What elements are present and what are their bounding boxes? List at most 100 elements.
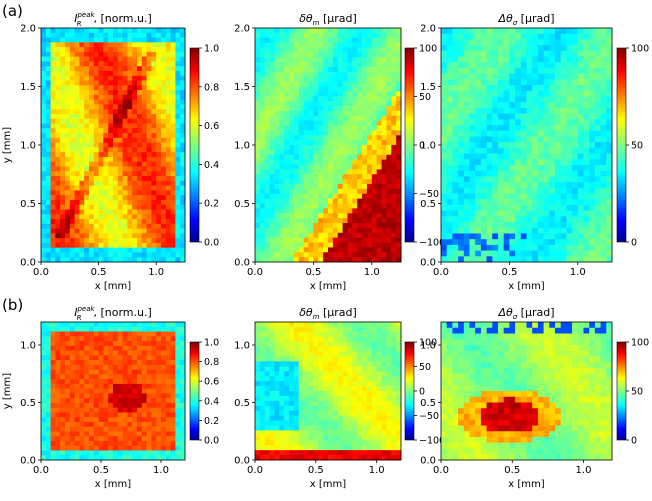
heatmap-cell [386,101,392,107]
heatmap-cell [50,209,56,215]
heatmap-cell [328,149,334,156]
heatmap-cell [127,374,133,380]
heatmap-cell [441,119,448,126]
heatmap-cell [65,128,71,134]
heatmap-cell [269,174,275,180]
heatmap-cell [480,250,487,257]
heatmap-cell [503,164,510,172]
heatmap-cell [151,161,157,167]
heatmap-cell [103,374,109,380]
heatmap-cell [475,119,482,126]
heatmap-cell [103,51,109,58]
heatmap-cell [537,39,544,46]
heatmap-cell [65,450,71,456]
heatmap-cell [446,119,453,126]
heatmap-cell [141,242,147,249]
heatmap-cell [103,75,109,81]
heatmap-cell [161,118,167,124]
heatmap-cell [532,79,539,86]
heatmap-cell [498,45,505,52]
heatmap-cell [572,199,579,206]
heatmap-cell [259,145,266,151]
heatmap-cell [161,99,167,105]
heatmap-cell [396,67,402,73]
heatmap-cell [566,147,573,154]
heatmap-cell [458,90,465,97]
heatmap-cell [293,169,300,175]
heatmap-cell [386,203,392,209]
heatmap-cell [141,180,147,186]
heatmap-cell [543,239,550,246]
heatmap-cell [65,209,71,215]
heatmap-cell [122,421,128,428]
heatmap-cell [122,123,128,129]
heatmap-cell [269,67,275,73]
heatmap-cell [555,227,562,234]
heatmap-cell [600,56,607,63]
heatmap-cell [50,85,56,91]
heatmap-cell [132,47,138,53]
heatmap-cell [381,115,387,122]
heatmap-cell [146,118,152,124]
heatmap-cell [69,204,75,210]
heatmap-cell [127,402,133,409]
heatmap-cell [289,203,295,209]
heatmap-cell [89,374,95,380]
heatmap-cell [469,170,476,177]
heatmap-cell [352,154,358,161]
heatmap-cell [74,137,80,144]
heatmap-cell [103,209,109,215]
heatmap-cell [60,32,66,38]
heatmap-cell [391,91,397,97]
heatmap-cell [60,440,66,447]
heatmap-cell [98,109,104,115]
heatmap-cell [141,431,147,437]
heatmap-cell [65,104,71,110]
heatmap-cell [45,233,51,239]
heatmap-cell [452,39,459,46]
heatmap-cell [117,417,123,423]
heatmap-cell [161,128,167,134]
heatmap-cell [69,75,75,81]
heatmap-cell [469,85,476,92]
heatmap-cell [259,252,266,258]
heatmap-cell [396,130,402,136]
heatmap-cell [93,421,99,428]
heatmap-cell [520,67,527,75]
heatmap-cell [89,161,95,167]
heatmap-cell [274,242,280,248]
heatmap-cell [269,184,275,190]
heatmap-cell [532,182,539,189]
heatmap-cell [93,398,99,404]
heatmap-cell [69,37,75,43]
heatmap-cell [376,227,382,234]
heatmap-cell [600,199,607,206]
heatmap-cell [264,218,270,224]
heatmap-cell [583,142,590,149]
heatmap-cell [532,147,539,154]
heatmap-cell [475,113,482,120]
heatmap-cell [161,61,167,67]
heatmap-cell [357,145,363,151]
heatmap-cell [156,66,162,72]
heatmap-cell [180,166,186,172]
heatmap-cell [103,70,109,77]
heatmap-cell [357,242,363,248]
x-axis-label: x [mm] [508,281,544,292]
heatmap-cell [555,28,562,35]
heatmap-cell [486,199,493,206]
heatmap-cell [572,90,579,97]
heatmap-cell [549,244,556,251]
heatmap-cell [137,336,143,342]
heatmap-cell [151,123,157,129]
heatmap-cell [41,195,47,201]
heatmap-cell [396,208,402,214]
heatmap-cell [264,198,270,204]
heatmap-cell [313,208,319,214]
heatmap-cell [303,115,309,122]
heatmap-cell [69,185,75,191]
heatmap-cell [332,179,339,185]
heatmap-cell [452,33,459,40]
heatmap-cell [298,203,305,209]
heatmap-cell [60,85,66,91]
